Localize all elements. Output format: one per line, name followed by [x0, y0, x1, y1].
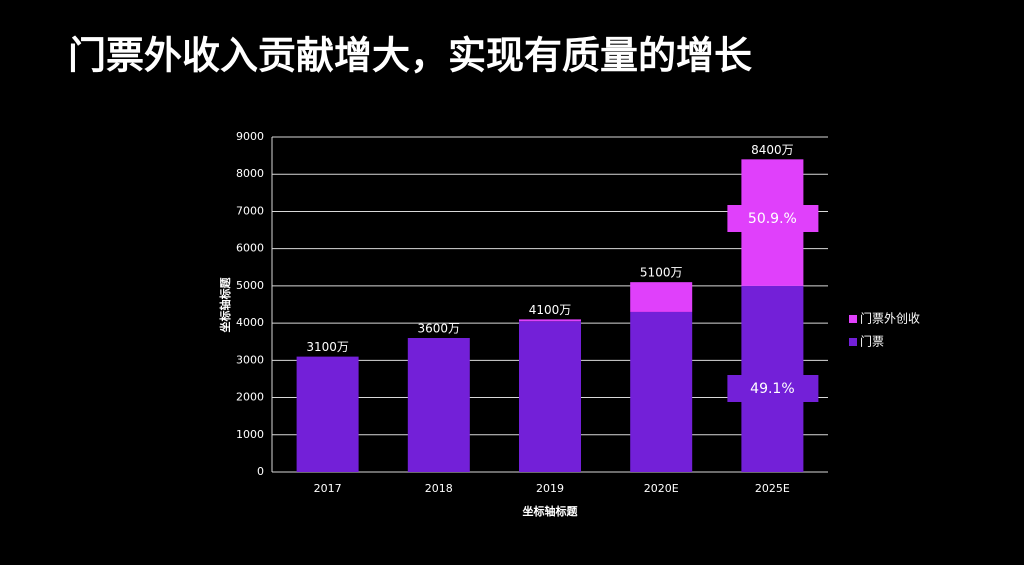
annotation: 50.9.% — [748, 211, 797, 227]
y-tick-label: 4000 — [236, 316, 264, 329]
legend-label: 门票 — [860, 334, 884, 349]
bar-segment — [407, 338, 470, 472]
x-tick-label: 2019 — [536, 482, 564, 495]
annotation-box — [727, 375, 819, 402]
chart-title: 门票外收入贡献增大，实现有质量的增长 — [68, 34, 752, 78]
legend-label: 门票外创收 — [860, 311, 920, 326]
y-tick-label: 7000 — [236, 204, 264, 217]
total-label: 3100万 — [306, 340, 349, 354]
bar-segment — [296, 356, 359, 472]
bar-segment — [630, 311, 693, 472]
legend-swatch — [849, 338, 857, 346]
annotation: 49.1% — [750, 381, 794, 397]
y-tick-label: 6000 — [236, 242, 264, 255]
annotation-box — [727, 205, 819, 232]
y-tick-label: 9000 — [236, 130, 264, 143]
x-tick-label: 2018 — [425, 482, 453, 495]
bar-segment — [630, 282, 693, 312]
y-axis-title: 坐标轴标题 — [218, 277, 232, 333]
x-tick-label: 2017 — [314, 482, 342, 495]
total-label: 3600万 — [418, 322, 461, 336]
y-tick-label: 3000 — [236, 353, 264, 366]
bar-segment — [519, 321, 581, 472]
total-label: 8400万 — [751, 143, 794, 157]
y-tick-label: 8000 — [236, 167, 264, 180]
total-label: 4100万 — [529, 303, 572, 317]
x-tick-label: 2025E — [755, 482, 790, 495]
y-tick-label: 0 — [257, 465, 264, 478]
total-label: 5100万 — [640, 266, 683, 280]
bar-segment — [519, 319, 581, 322]
y-tick-label: 5000 — [236, 279, 264, 292]
y-tick-label: 2000 — [236, 391, 264, 404]
x-axis-title: 坐标轴标题 — [523, 504, 579, 518]
y-tick-label: 1000 — [236, 428, 264, 441]
x-tick-label: 2020E — [644, 482, 679, 495]
legend-swatch — [849, 315, 857, 323]
